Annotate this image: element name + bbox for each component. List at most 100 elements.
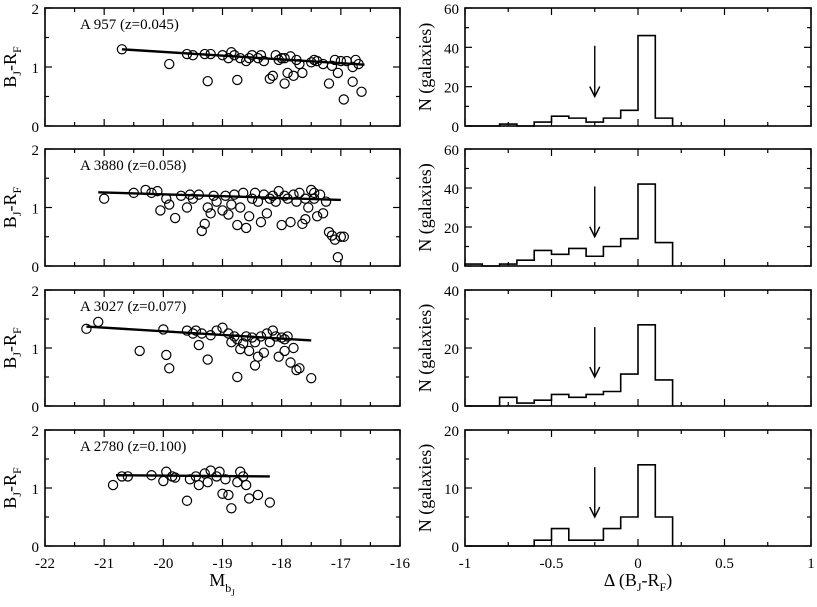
y-tick-label: 2 (32, 284, 40, 300)
data-point (273, 185, 284, 197)
data-point (169, 472, 181, 483)
data-point (232, 477, 243, 488)
data-point (279, 78, 290, 89)
data-point (223, 52, 234, 64)
y-tick-label: 40 (444, 284, 459, 300)
histogram-bin (569, 248, 586, 266)
y-tick-label: 40 (444, 182, 459, 198)
data-point (323, 226, 335, 238)
data-point (190, 325, 202, 336)
y-tick-label: 40 (444, 41, 459, 57)
threshold-arrowhead (589, 366, 601, 379)
right-1-panel: 0 20 40 60 N (galaxies) (415, 2, 812, 136)
data-point (164, 199, 175, 210)
data-point (226, 503, 237, 514)
data-point (169, 212, 181, 224)
data-point (335, 55, 347, 67)
x-tick-label: 0.5 (715, 556, 734, 572)
data-point (193, 479, 205, 491)
data-point (279, 345, 290, 357)
histogram-bin (638, 36, 655, 126)
x-tick-label: -22 (35, 556, 55, 572)
data-point (338, 94, 349, 105)
fit-line (98, 191, 341, 202)
data-point (226, 199, 237, 210)
data-point (243, 345, 255, 357)
x-tick-label: -0.5 (540, 556, 564, 572)
data-point (202, 354, 213, 365)
data-point (273, 351, 284, 362)
data-point (255, 216, 267, 228)
data-point (282, 67, 293, 79)
data-point (246, 193, 258, 204)
data-point (161, 349, 172, 361)
data-point (255, 50, 267, 61)
x-tick-label: -21 (94, 556, 114, 572)
data-point (261, 208, 273, 219)
data-point (196, 225, 207, 237)
data-point (264, 73, 276, 85)
data-point (217, 322, 228, 333)
data-point (240, 479, 252, 491)
data-point (323, 78, 335, 89)
y-tick-label: 0 (32, 120, 40, 136)
histogram-steps (464, 183, 674, 267)
data-point (332, 67, 344, 79)
x-axis-label: MbJ (209, 570, 235, 598)
x-tick-label: -20 (153, 556, 173, 572)
data-point (317, 208, 329, 219)
data-point (226, 337, 237, 348)
data-point (107, 479, 119, 491)
histogram-bin (655, 118, 672, 126)
y-tick-label: 1 (32, 342, 40, 358)
histogram-bin (621, 110, 638, 126)
y-tick-label: 20 (444, 221, 459, 237)
data-point (223, 209, 234, 220)
left-2-panel: 0 1 2 BJ-RF A 3880 (z=0.058) (0, 143, 401, 276)
y-tick-label: 20 (444, 424, 459, 440)
y-tick-label: 0 (32, 400, 40, 416)
data-point (217, 488, 228, 499)
histogram-bin (569, 118, 586, 126)
data-point (199, 218, 210, 230)
data-point (235, 202, 246, 213)
histogram-bin (621, 517, 638, 546)
data-point (347, 76, 358, 87)
histogram-bin (552, 529, 569, 546)
data-point (223, 489, 234, 501)
histogram-steps (465, 324, 674, 407)
data-point (309, 187, 320, 199)
histogram-bin (517, 260, 534, 266)
data-point (320, 196, 332, 207)
histogram-bin (603, 392, 620, 407)
fit-line (121, 48, 365, 66)
histogram-bin (603, 118, 620, 126)
y-axis-label: BJ-RF (0, 467, 24, 509)
data-point (311, 211, 323, 222)
histogram-bin (655, 243, 672, 266)
y-tick-label: 60 (444, 2, 459, 18)
y-axis-label: BJ-RF (0, 187, 24, 229)
data-point (202, 75, 213, 87)
data-point (205, 465, 216, 476)
data-point (285, 216, 296, 228)
data-point (205, 208, 216, 219)
data-point (335, 231, 347, 242)
threshold-arrowhead (589, 86, 601, 99)
data-point (288, 342, 299, 354)
histogram-steps (465, 34, 674, 127)
y-tick-label: 0 (32, 540, 40, 556)
cluster-label: A 3027 (z=0.077) (80, 299, 186, 315)
threshold-arrowhead (589, 506, 601, 519)
data-point (332, 252, 344, 263)
data-point (240, 222, 252, 234)
data-point (152, 185, 163, 197)
histogram-bin (534, 250, 551, 266)
data-point (220, 474, 231, 485)
data-point (243, 493, 255, 504)
data-point (232, 371, 243, 383)
y-tick-label: 1 (32, 482, 40, 498)
fit-line (86, 325, 312, 342)
x-tick-label: -16 (390, 556, 410, 572)
